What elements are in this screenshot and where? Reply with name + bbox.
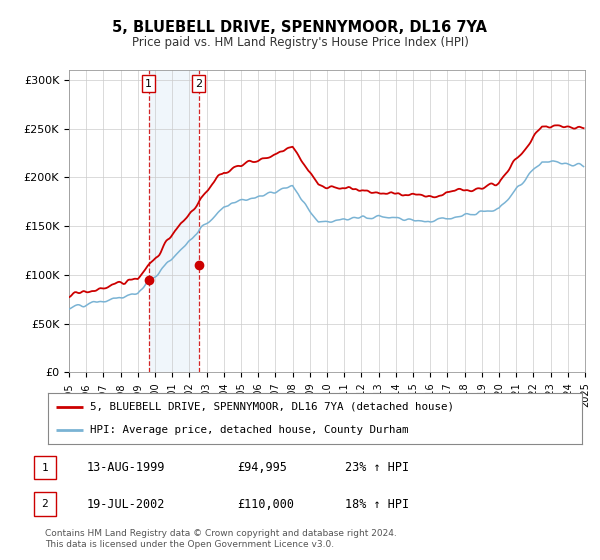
Text: Contains HM Land Registry data © Crown copyright and database right 2024.: Contains HM Land Registry data © Crown c… xyxy=(45,529,397,538)
Bar xyxy=(149,70,199,372)
Text: 2: 2 xyxy=(195,78,202,88)
Text: 18% ↑ HPI: 18% ↑ HPI xyxy=(345,497,409,511)
Text: £94,995: £94,995 xyxy=(237,461,287,474)
Text: 23% ↑ HPI: 23% ↑ HPI xyxy=(345,461,409,474)
Text: 1: 1 xyxy=(41,463,49,473)
Text: 5, BLUEBELL DRIVE, SPENNYMOOR, DL16 7YA: 5, BLUEBELL DRIVE, SPENNYMOOR, DL16 7YA xyxy=(113,20,487,35)
Text: Price paid vs. HM Land Registry's House Price Index (HPI): Price paid vs. HM Land Registry's House … xyxy=(131,36,469,49)
Text: 19-JUL-2002: 19-JUL-2002 xyxy=(87,497,166,511)
Text: This data is licensed under the Open Government Licence v3.0.: This data is licensed under the Open Gov… xyxy=(45,540,334,549)
Text: 5, BLUEBELL DRIVE, SPENNYMOOR, DL16 7YA (detached house): 5, BLUEBELL DRIVE, SPENNYMOOR, DL16 7YA … xyxy=(89,402,454,412)
Text: £110,000: £110,000 xyxy=(237,497,294,511)
Text: 13-AUG-1999: 13-AUG-1999 xyxy=(87,461,166,474)
Text: 1: 1 xyxy=(145,78,152,88)
Text: 2: 2 xyxy=(41,499,49,509)
Text: HPI: Average price, detached house, County Durham: HPI: Average price, detached house, Coun… xyxy=(89,425,408,435)
